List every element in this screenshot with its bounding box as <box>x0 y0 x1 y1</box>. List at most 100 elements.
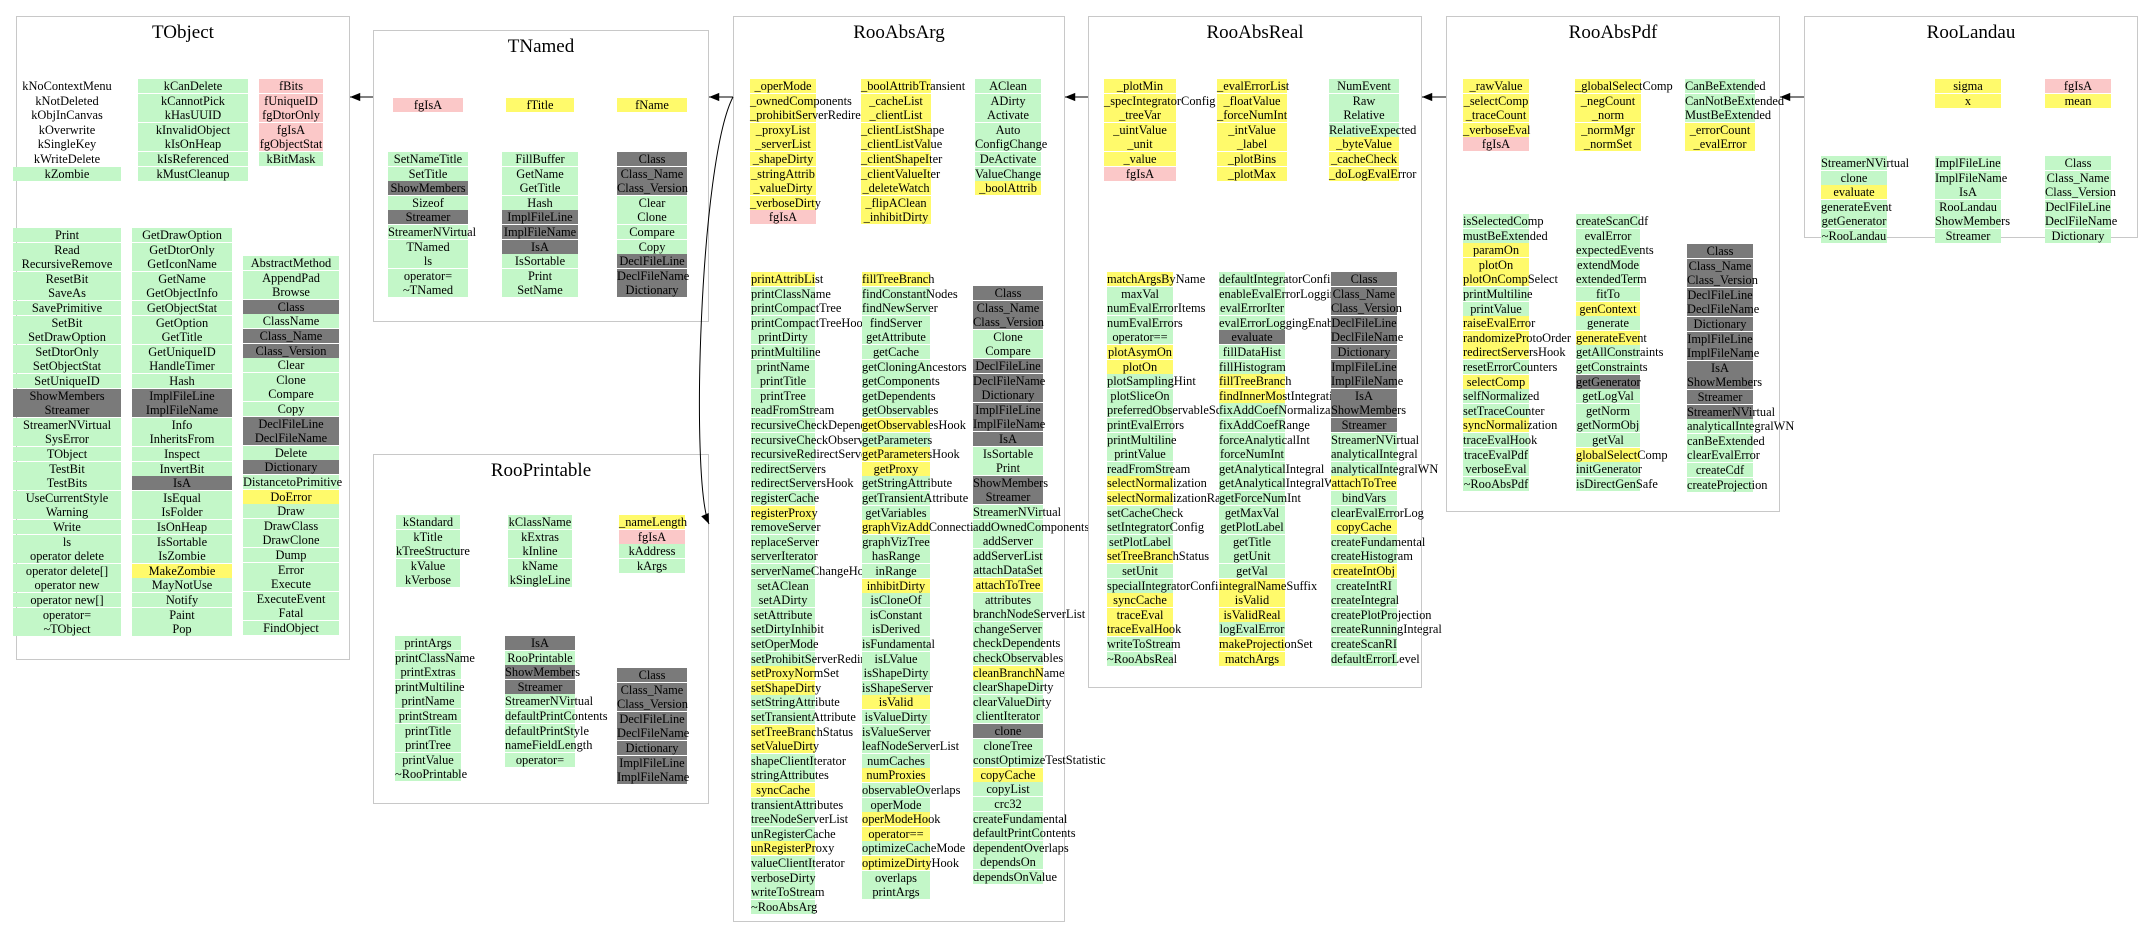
member-tobject: ResetBit <box>13 271 121 286</box>
member-rooabsarg: _clientListShape <box>861 122 945 137</box>
member-tobject: kSingleKey <box>37 137 97 152</box>
arrow-rooabsarg-tnamed-head <box>709 92 720 102</box>
member-rooabsreal: isValid <box>1219 593 1285 608</box>
member-tobject: TObject <box>13 447 121 461</box>
member-rooabsarg: Class <box>973 286 1043 300</box>
member-rooabsarg: ~RooAbsArg <box>751 899 818 914</box>
member-rooabsreal: getPlotLabel <box>1219 520 1285 535</box>
member-rooabsarg: syncCache <box>751 783 815 797</box>
member-rooabsarg: printClassName <box>751 286 831 301</box>
member-rooabsarg: clientIterator <box>973 709 1043 724</box>
member-rooprintable: kInline <box>508 544 572 559</box>
member-rooabsreal: ImplFileLine <box>1331 359 1397 374</box>
member-rooabsarg: dependsOnValue <box>973 870 1057 884</box>
arrow-rooabsreal-rooabsarg-head <box>1065 92 1076 102</box>
member-rooabsreal: bindVars <box>1331 491 1397 505</box>
member-tobject: kIsOnHeap <box>138 137 248 152</box>
member-rooabsreal: IsA <box>1331 388 1397 403</box>
member-tnamed: ~TNamed <box>388 283 468 298</box>
member-tnamed: GetName <box>502 166 578 181</box>
member-rooabspdf: fitTo <box>1576 287 1640 301</box>
member-rooprintable: kClassName <box>508 515 572 529</box>
member-rooabsarg: findServer <box>862 315 930 330</box>
member-rooabsreal: operator== <box>1107 330 1173 345</box>
member-rooabsarg: hasRange <box>862 549 930 564</box>
member-rooabsarg: fillTreeBranch <box>862 272 935 286</box>
member-rooabsreal: Class_Name <box>1331 286 1397 301</box>
member-rooabsreal: ImplFileName <box>1331 374 1404 389</box>
member-tobject: fgIsA <box>259 122 323 137</box>
member-rooprintable: kSingleLine <box>508 573 572 588</box>
member-rooabsreal: fgIsA <box>1104 166 1176 181</box>
member-rooabsreal: logEvalError <box>1219 622 1285 637</box>
member-rooabspdf: _traceCount <box>1463 108 1529 123</box>
member-rooabsarg: checkDependents <box>973 636 1061 651</box>
member-tobject: operator delete[] <box>13 563 121 578</box>
member-rooabspdf: selectComp <box>1463 374 1529 389</box>
member-rooabspdf: CanBeExtended <box>1685 79 1766 93</box>
member-roolandau: ImplFileName <box>1935 170 2008 185</box>
member-rooprintable: ~RooPrintable <box>395 767 468 782</box>
member-tobject: IsSortable <box>132 534 232 549</box>
member-tobject: kMustCleanup <box>138 166 248 181</box>
member-rooabspdf: printValue <box>1463 301 1529 316</box>
member-rooabsarg: numCaches <box>862 753 930 768</box>
member-tobject: Draw <box>243 504 339 519</box>
member-tobject: HandleTimer <box>132 359 232 374</box>
member-rooprintable: printExtras <box>395 665 461 680</box>
member-rooabsreal: createIntObj <box>1331 564 1397 578</box>
member-tobject: DistancetoPrimitive <box>243 475 343 489</box>
member-rooabsarg: DeActivate <box>975 152 1041 166</box>
member-tnamed: StreamerNVirtual <box>388 225 477 239</box>
member-tobject: Print <box>13 228 121 242</box>
member-rooabsarg: setAClean <box>751 578 815 593</box>
member-tobject: Error <box>243 562 339 577</box>
member-rooabspdf: ~RooAbsPdf <box>1463 476 1529 491</box>
member-rooabspdf: verboseEval <box>1463 462 1529 477</box>
member-tobject: GetName <box>132 271 232 286</box>
member-rooabsreal: plotAsymOn <box>1107 345 1173 359</box>
member-rooabsreal: DeclFileLine <box>1331 315 1397 330</box>
member-rooabsarg: _clientList <box>861 108 931 123</box>
member-tobject: fgObjectStat <box>259 137 323 152</box>
member-rooabsarg: _proxyList <box>750 122 816 137</box>
member-rooabsarg: _shapeDirty <box>750 152 816 166</box>
member-rooprintable: kArgs <box>619 558 685 573</box>
member-rooabsarg: isShapeDirty <box>862 666 930 681</box>
member-tobject: GetTitle <box>132 330 232 345</box>
member-rooabsreal: _doLogEvalError <box>1329 166 1417 181</box>
member-tobject: UseCurrentStyle <box>13 490 121 505</box>
member-tobject: Info <box>132 417 232 432</box>
member-rooabspdf: createCdf <box>1687 463 1753 477</box>
class-title: TObject <box>152 22 214 43</box>
member-rooabsreal: isValidReal <box>1219 607 1285 622</box>
member-roolandau: RooLandau <box>1935 199 2001 214</box>
member-rooabsarg: removeServer <box>751 520 821 535</box>
member-rooabsreal: _floatValue <box>1217 93 1287 108</box>
member-tnamed: ls <box>388 254 468 269</box>
member-rooabspdf: ImplFileLine <box>1687 331 1753 346</box>
member-rooprintable: printClassName <box>395 650 475 665</box>
member-tnamed: FillBuffer <box>502 152 578 166</box>
member-rooabsarg: getObservables <box>862 403 939 418</box>
member-rooabsreal: plotSliceOn <box>1107 388 1173 403</box>
member-rooabspdf: setTraceCounter <box>1463 403 1545 418</box>
member-tobject: IsA <box>132 476 232 491</box>
member-rooabspdf: isSelectedComp <box>1463 214 1544 228</box>
member-rooabsarg: _clientShapeIter <box>861 152 943 166</box>
arrow-rooabspdf-rooabsreal-head <box>1422 92 1433 102</box>
member-rooprintable: printTitle <box>395 723 461 738</box>
member-rooabspdf: _selectComp <box>1463 93 1529 108</box>
member-roolandau: Class_Name <box>2045 170 2111 185</box>
member-rooabsarg: isFundamental <box>862 637 935 651</box>
member-roolandau: clone <box>1821 170 1887 185</box>
member-rooabsarg: redirectServers <box>751 461 826 476</box>
member-rooabsarg: _flipAClean <box>861 195 931 210</box>
member-tobject: GetOption <box>132 315 232 330</box>
member-rooprintable: printName <box>395 694 461 709</box>
member-tobject: MakeZombie <box>132 563 232 578</box>
member-tobject: Dictionary <box>243 460 339 475</box>
member-roolandau: Class <box>2045 156 2111 170</box>
member-rooabspdf: Streamer <box>1687 390 1753 404</box>
member-tobject: Delete <box>243 445 339 460</box>
